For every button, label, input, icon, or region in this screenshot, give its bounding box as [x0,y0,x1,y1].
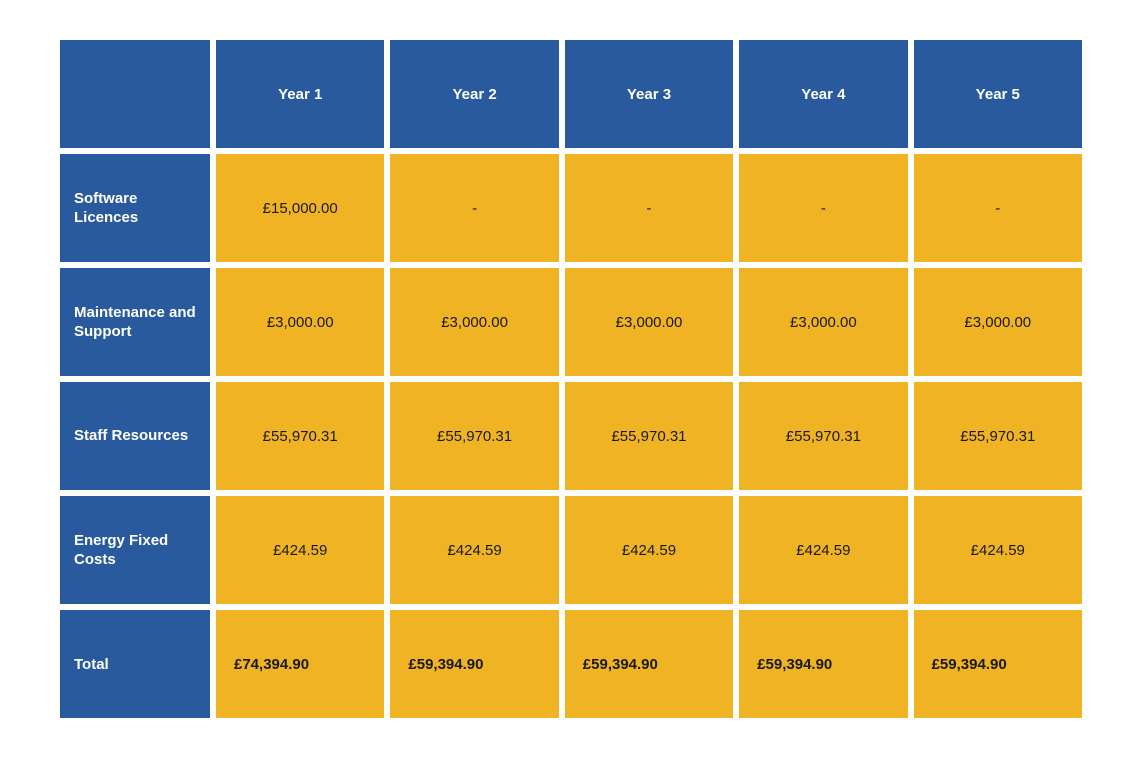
column-header: Year 2 [390,40,558,148]
table-cell: £424.59 [216,496,384,604]
cost-table: Year 1 Year 2 Year 3 Year 4 Year 5 Softw… [60,40,1082,718]
table-cell: - [739,154,907,262]
table-corner-cell [60,40,210,148]
table-cell: £3,000.00 [914,268,1082,376]
table-cell: £3,000.00 [216,268,384,376]
column-header: Year 1 [216,40,384,148]
column-header: Year 4 [739,40,907,148]
table-cell: £15,000.00 [216,154,384,262]
column-header: Year 5 [914,40,1082,148]
table-cell: - [914,154,1082,262]
row-label: Maintenance and Support [60,268,210,376]
table-cell: £3,000.00 [739,268,907,376]
table-cell: £424.59 [914,496,1082,604]
total-cell: £59,394.90 [739,610,907,718]
row-label: Staff Resources [60,382,210,490]
table-cell: £55,970.31 [914,382,1082,490]
column-header: Year 3 [565,40,733,148]
table-cell: £55,970.31 [565,382,733,490]
table-cell: - [390,154,558,262]
table-cell: £55,970.31 [390,382,558,490]
table-cell: £55,970.31 [216,382,384,490]
table-cell: - [565,154,733,262]
table-cell: £3,000.00 [565,268,733,376]
table-cell: £55,970.31 [739,382,907,490]
row-label: Software Licences [60,154,210,262]
table-cell: £424.59 [565,496,733,604]
row-label: Energy Fixed Costs [60,496,210,604]
table-cell: £424.59 [739,496,907,604]
total-cell: £59,394.90 [914,610,1082,718]
total-cell: £74,394.90 [216,610,384,718]
total-cell: £59,394.90 [390,610,558,718]
total-row-label: Total [60,610,210,718]
total-cell: £59,394.90 [565,610,733,718]
table-cell: £424.59 [390,496,558,604]
table-cell: £3,000.00 [390,268,558,376]
